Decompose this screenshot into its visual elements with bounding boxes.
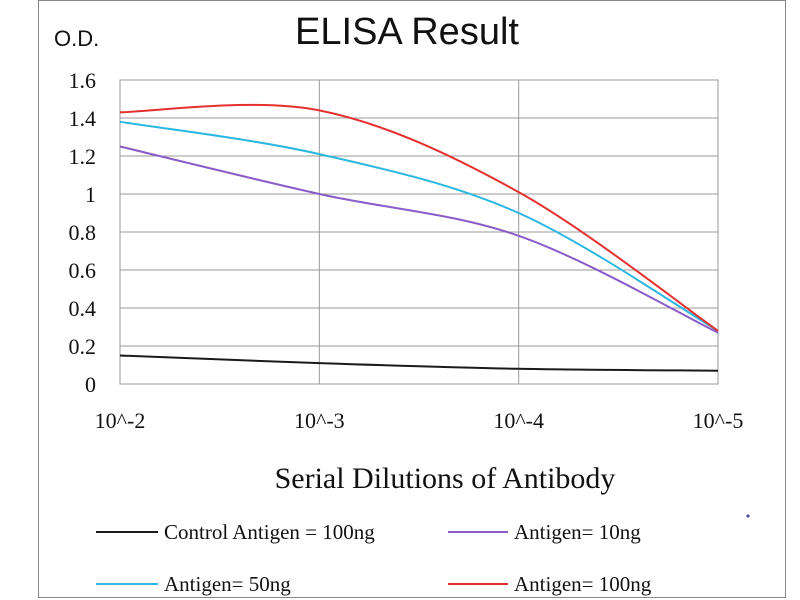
y-tick-label: 0.4: [69, 296, 97, 321]
x-tick-label: 10^-4: [493, 408, 544, 433]
series-line-2: [119, 145, 719, 334]
series-line-4: [119, 103, 719, 332]
legend-label-1: Control Antigen = 100ng: [164, 520, 375, 544]
chart-frame: [38, 0, 786, 598]
y-tick-label: 1.2: [69, 144, 97, 169]
x-tick-label: 10^-5: [693, 408, 744, 433]
y-tick-label: 1: [85, 182, 96, 207]
y-axis-label: O.D.: [54, 26, 99, 51]
y-tick-label: 0.2: [69, 334, 97, 359]
stray-dot: [746, 514, 750, 518]
y-tick-label: 0.8: [69, 220, 97, 245]
x-tick-label: 10^-2: [95, 408, 146, 433]
y-tick-label: 1.4: [69, 106, 97, 131]
legend-label-2: Antigen= 10ng: [514, 520, 641, 544]
legend-label-3: Antigen= 50ng: [164, 572, 291, 596]
y-tick-label: 0.6: [69, 258, 97, 283]
x-tick-label: 10^-3: [294, 408, 345, 433]
legend-label-4: Antigen= 100ng: [514, 572, 652, 596]
series-line-3: [119, 120, 719, 332]
x-axis-label: Serial Dilutions of Antibody: [275, 462, 616, 495]
chart-title: ELISA Result: [295, 11, 519, 53]
y-tick-label: 0: [85, 372, 96, 397]
series-line-1: [119, 354, 719, 372]
y-tick-label: 1.6: [69, 68, 97, 93]
